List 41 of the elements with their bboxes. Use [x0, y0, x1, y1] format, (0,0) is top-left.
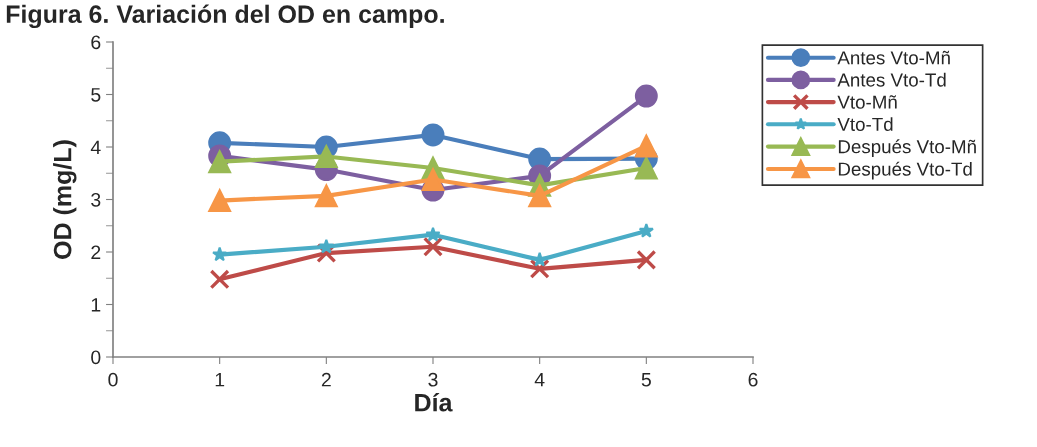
point [634, 84, 658, 108]
y-axis-title: OD (mg/L) [53, 140, 77, 259]
point [634, 134, 658, 158]
legend-label: Vto-Mñ [837, 95, 897, 109]
y-tick-label: 1 [91, 298, 101, 312]
y-tick-label: 6 [91, 35, 101, 50]
point [423, 236, 443, 257]
y-tick-label: 5 [91, 88, 101, 102]
legend-label: Antes Vto-Mñ [837, 50, 950, 65]
point [425, 226, 441, 242]
chart-title: Figura 6. Variación del OD en campo. [6, 4, 444, 29]
legend-label: Antes Vto-Td [837, 72, 946, 87]
y-tick-label: 4 [90, 140, 101, 155]
point [208, 189, 232, 213]
point [634, 156, 658, 180]
y-tick-label: 3 [91, 192, 101, 207]
x-tick-label: 0 [108, 372, 118, 387]
x-axis-title: Día [415, 392, 453, 412]
point [529, 258, 550, 279]
x-tick-label: 3 [428, 372, 438, 387]
point [638, 223, 654, 238]
point [636, 249, 657, 270]
point [208, 150, 232, 174]
legend-label: Después Vto-Td [838, 161, 972, 180]
x-tick-label: 4 [534, 372, 545, 387]
point [421, 168, 445, 192]
point [212, 246, 228, 262]
y-tick-label: 2 [91, 245, 101, 260]
y-tick-label: 0 [91, 350, 101, 365]
point [318, 238, 334, 254]
x-tick-label: 5 [641, 372, 651, 387]
legend-label: Después Vto-Mñ [838, 139, 976, 158]
x-tick-label: 1 [215, 372, 225, 387]
point [314, 144, 338, 168]
point [209, 269, 230, 290]
x-tick-label: 2 [321, 372, 331, 387]
x-tick-label: 6 [748, 372, 758, 387]
legend-label: Vto-Td [837, 117, 893, 131]
point [528, 184, 552, 208]
point [421, 123, 445, 147]
point [314, 184, 338, 208]
